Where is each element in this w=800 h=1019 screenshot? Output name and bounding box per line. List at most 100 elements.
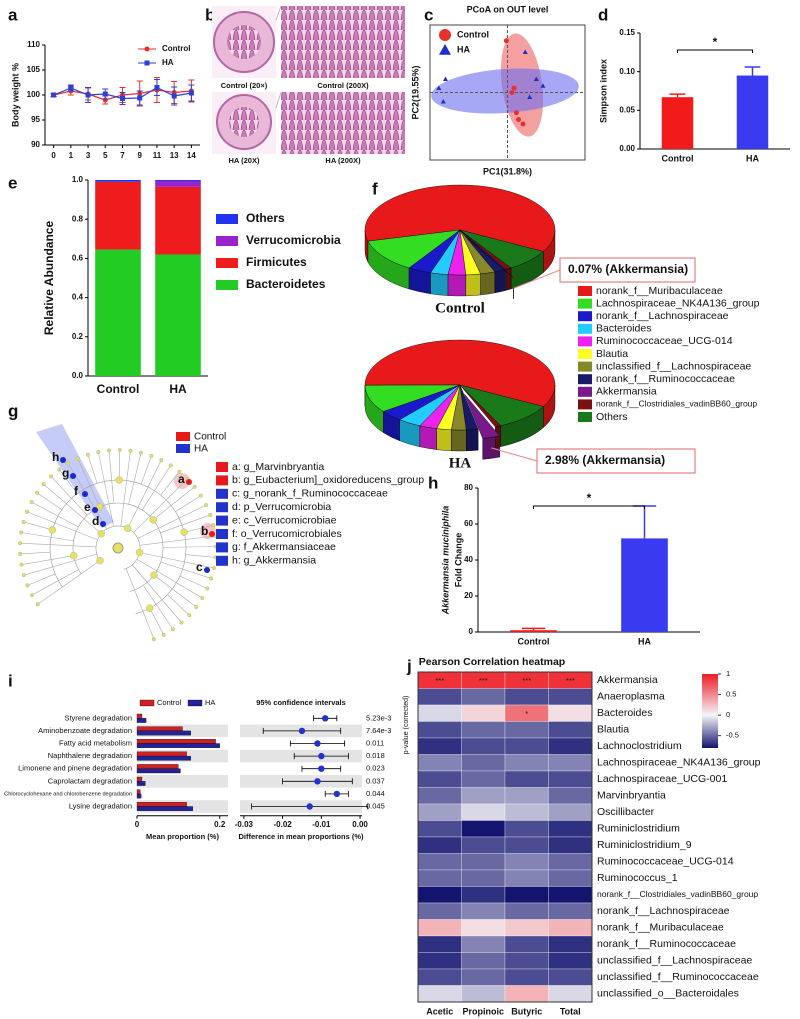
bar	[136, 802, 187, 807]
legend-swatch	[216, 475, 228, 486]
row-label: Marvinbryantia	[597, 790, 666, 802]
clade-node	[48, 526, 57, 534]
heatmap-cell	[417, 919, 462, 937]
clade-node	[180, 528, 188, 536]
legend-label: Lachnospiraceae_NK4A136_group	[596, 297, 760, 309]
legend-swatch	[216, 502, 228, 513]
legend-label: HA	[194, 444, 208, 455]
heatmap-cell	[548, 902, 593, 920]
pie-side	[465, 273, 481, 297]
category-label: Naphthalene degradation	[48, 751, 132, 760]
heatmap-cell	[461, 968, 506, 986]
clade-node	[209, 576, 214, 581]
legend-swatch	[216, 529, 228, 539]
row-label: Akkermansia	[597, 674, 658, 686]
row-label: Ruminiclostridium_9	[597, 839, 692, 851]
heatmap-cell	[461, 820, 506, 838]
pie-side	[494, 269, 506, 294]
heatmap-cell	[548, 754, 593, 772]
x-tick-label: -0.03	[235, 820, 254, 829]
clade-node	[200, 596, 205, 600]
bar-segment	[155, 186, 201, 255]
clade-node	[149, 516, 157, 524]
panel-label: a	[8, 5, 18, 24]
data-point	[516, 117, 522, 122]
node-label: b	[201, 524, 208, 538]
heatmap-cell	[548, 787, 593, 805]
heatmap-cell	[461, 754, 506, 772]
heatmap-cell	[504, 919, 549, 937]
legend-label: Akkermansia	[596, 386, 657, 398]
heatmap-cell	[548, 869, 593, 887]
heatmap-cell	[461, 869, 506, 887]
clade-branch	[160, 514, 211, 534]
y-tick-label: 1.0	[72, 175, 84, 184]
clade-marker	[60, 457, 66, 463]
taxon-label: b: g_Eubacterium]_oxidoreducens_group	[232, 474, 424, 486]
legend-marker	[439, 29, 451, 41]
data-point	[51, 92, 57, 98]
y-tick-label: 0.2	[72, 332, 84, 341]
bar	[136, 781, 146, 786]
heatmap-cell	[548, 820, 593, 838]
clade-node	[168, 463, 173, 468]
clade-node	[19, 562, 24, 567]
error-bar	[521, 627, 546, 631]
x-tick-label: Control	[518, 636, 550, 646]
legend-swatch	[578, 386, 592, 397]
clade-branch	[77, 458, 100, 508]
x-tick-label: Control	[662, 153, 694, 163]
clade-node	[18, 552, 23, 556]
row-label: Lachnospiraceae_NK4A136_group	[597, 757, 761, 769]
x-tick-label: -0.01	[312, 820, 331, 829]
pie-side	[451, 429, 467, 452]
row-label: Lachnoclostridium	[597, 740, 682, 752]
heatmap-cell	[504, 787, 549, 805]
clade-node	[205, 586, 210, 591]
row-label: norank_f__Lachnospiraceae	[597, 905, 730, 917]
legend-swatch	[216, 555, 228, 566]
connector	[275, 91, 282, 109]
row-label: Ruminiclostridium	[597, 823, 680, 835]
pie-side	[480, 271, 496, 296]
pie-title: Control	[435, 300, 485, 316]
panel-label: i	[8, 671, 13, 690]
bar	[510, 630, 557, 632]
heatmap-cell	[461, 935, 506, 953]
pie-side	[505, 267, 512, 291]
clade-node	[24, 509, 29, 514]
significance-label: ***	[479, 676, 488, 685]
heatmap-cell	[417, 787, 462, 805]
annotation-text: 2.98% (Akkermansia)	[545, 453, 665, 467]
clade-branch	[153, 574, 197, 608]
heatmap-cell	[417, 737, 462, 755]
y-tick-label: 0.15	[619, 28, 635, 37]
heatmap-cell	[548, 770, 593, 788]
legend-label: Control	[194, 432, 226, 443]
x-axis-label: Difference in mean proportions (%)	[238, 832, 364, 841]
y-axis-label: Relative Abundance	[42, 221, 56, 336]
legend-swatch	[578, 311, 592, 322]
clade-node	[139, 450, 143, 455]
row-label: unclassified_f__Ruminococcaceae	[597, 971, 759, 983]
legend-swatch	[578, 349, 592, 359]
clade-branch	[127, 459, 162, 529]
x-tick-label: HA	[169, 382, 187, 396]
bar	[136, 789, 141, 795]
data-point	[533, 76, 539, 81]
heatmap-cell	[417, 754, 462, 772]
clade-branch	[27, 573, 56, 586]
heatmap-frame	[417, 671, 593, 1003]
heatmap-cell	[417, 853, 462, 871]
legend-label: Verrucomicrobia	[246, 233, 341, 247]
clade-node	[35, 602, 40, 607]
node-label: f	[74, 484, 79, 498]
heatmap-cell	[504, 952, 549, 970]
clade-branch	[31, 501, 79, 528]
ci-point	[318, 765, 325, 772]
significance-label: *	[525, 709, 528, 718]
heatmap-cell	[417, 721, 462, 739]
pie-side	[466, 428, 479, 452]
clade-branch	[160, 471, 180, 496]
y-axis-label: p-value (corrected)	[403, 696, 410, 755]
